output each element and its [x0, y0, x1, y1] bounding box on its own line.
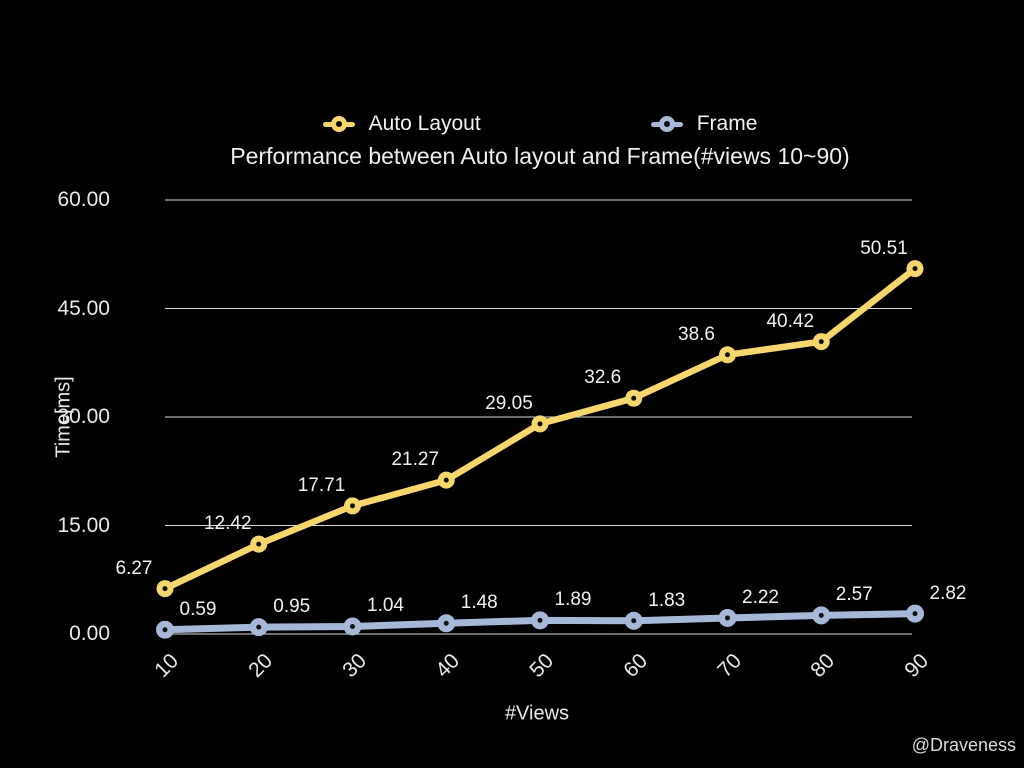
data-point-hole-frame: [912, 611, 918, 617]
legend-ring-icon: [658, 116, 675, 132]
data-point-hole-frame: [256, 624, 262, 630]
data-point-hole-auto-layout: [256, 541, 262, 547]
data-point-hole-frame: [350, 623, 355, 629]
data-point-hole-auto-layout: [631, 395, 637, 401]
legend-label-auto-layout: Auto Layout: [368, 112, 481, 135]
data-point-hole-frame: [162, 627, 168, 633]
data-point-hole-frame: [537, 617, 543, 623]
y-axis-title: Time[ms]: [52, 376, 75, 458]
frame-series-marker-icon: [650, 116, 683, 132]
chart-legend: Auto Layout Frame: [165, 110, 915, 138]
data-point-hole-auto-layout: [162, 586, 168, 592]
legend-item-auto-layout: Auto Layout: [322, 112, 481, 136]
data-point-hole-auto-layout: [537, 421, 543, 427]
data-point-hole-frame: [631, 618, 637, 624]
legend-ring-icon: [330, 116, 347, 132]
data-point-hole-auto-layout: [912, 266, 918, 272]
data-point-hole-auto-layout: [443, 477, 449, 483]
data-point-hole-frame: [818, 612, 824, 618]
auto-layout-series-marker-icon: [322, 116, 355, 132]
data-point-hole-auto-layout: [725, 352, 730, 358]
legend-label-frame: Frame: [696, 112, 758, 135]
data-point-hole-auto-layout: [818, 339, 824, 345]
data-point-hole-frame: [443, 620, 449, 626]
watermark-handle: @Draveness: [911, 735, 1016, 755]
chart-title: Performance between Auto layout and Fram…: [230, 143, 850, 169]
data-point-hole-auto-layout: [350, 503, 355, 509]
x-axis-title: #Views: [504, 702, 570, 725]
data-point-hole-frame: [725, 615, 730, 621]
legend-item-frame: Frame: [650, 112, 758, 136]
